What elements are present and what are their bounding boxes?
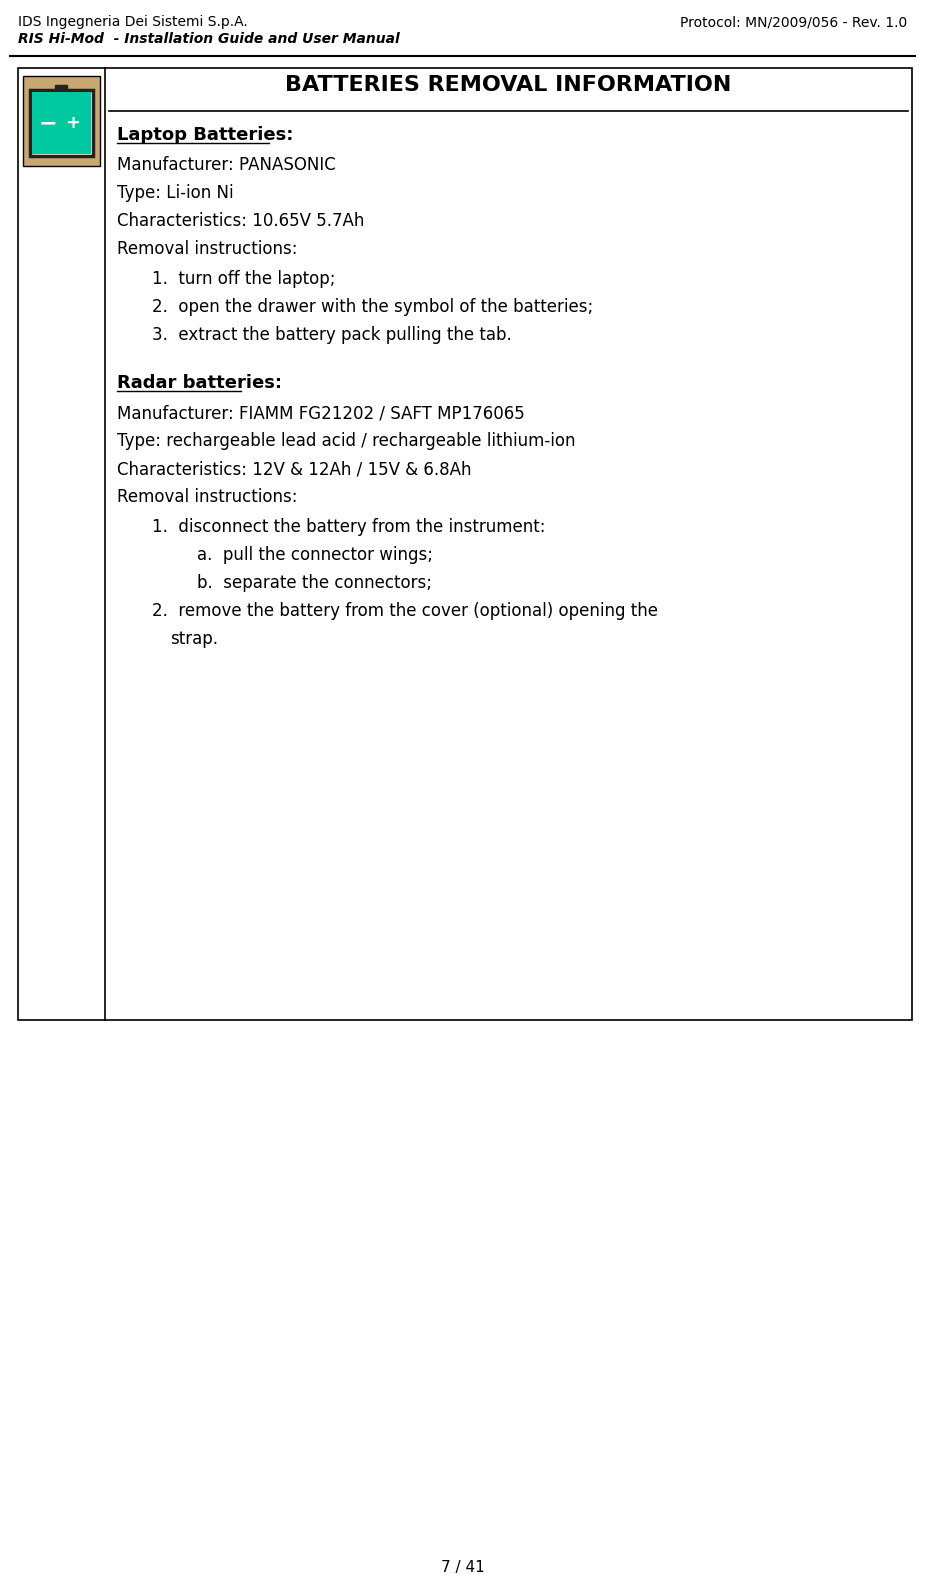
Text: b.  separate the connectors;: b. separate the connectors; <box>197 574 432 591</box>
Text: 1.  turn off the laptop;: 1. turn off the laptop; <box>152 270 336 288</box>
Text: Type: Li-ion Ni: Type: Li-ion Ni <box>117 183 234 202</box>
Bar <box>55 85 67 90</box>
Text: BATTERIES REMOVAL INFORMATION: BATTERIES REMOVAL INFORMATION <box>285 74 732 95</box>
Text: Manufacturer: PANASONIC: Manufacturer: PANASONIC <box>117 157 336 174</box>
Text: Laptop Batteries:: Laptop Batteries: <box>117 126 293 144</box>
Text: Protocol: MN/2009/056 - Rev. 1.0: Protocol: MN/2009/056 - Rev. 1.0 <box>680 14 907 28</box>
Text: 7 / 41: 7 / 41 <box>440 1560 485 1575</box>
Text: 2.  remove the battery from the cover (optional) opening the: 2. remove the battery from the cover (op… <box>152 602 658 620</box>
Text: +: + <box>65 114 80 131</box>
Bar <box>18 68 912 1020</box>
Text: Manufacturer: FIAMM FG21202 / SAFT MP176065: Manufacturer: FIAMM FG21202 / SAFT MP176… <box>117 405 524 422</box>
Text: Removal instructions:: Removal instructions: <box>117 489 298 506</box>
Text: strap.: strap. <box>170 629 218 648</box>
Text: Type: rechargeable lead acid / rechargeable lithium-ion: Type: rechargeable lead acid / rechargea… <box>117 432 575 451</box>
Text: Characteristics: 12V & 12Ah / 15V & 6.8Ah: Characteristics: 12V & 12Ah / 15V & 6.8A… <box>117 460 472 477</box>
Bar <box>23 76 100 166</box>
Text: Removal instructions:: Removal instructions: <box>117 240 298 258</box>
Text: 2.  open the drawer with the symbol of the batteries;: 2. open the drawer with the symbol of th… <box>152 297 593 316</box>
Text: 1.  disconnect the battery from the instrument:: 1. disconnect the battery from the instr… <box>152 519 546 536</box>
Bar <box>32 92 91 153</box>
Text: −: − <box>38 112 57 133</box>
Text: Characteristics: 10.65V 5.7Ah: Characteristics: 10.65V 5.7Ah <box>117 212 364 229</box>
Text: 3.  extract the battery pack pulling the tab.: 3. extract the battery pack pulling the … <box>152 326 512 345</box>
Text: IDS Ingegneria Dei Sistemi S.p.A.: IDS Ingegneria Dei Sistemi S.p.A. <box>18 14 248 28</box>
Text: RIS Hi-Mod  - Installation Guide and User Manual: RIS Hi-Mod - Installation Guide and User… <box>18 32 400 46</box>
Text: Radar batteries:: Radar batteries: <box>117 375 282 392</box>
Bar <box>30 90 93 157</box>
Text: a.  pull the connector wings;: a. pull the connector wings; <box>197 545 433 564</box>
